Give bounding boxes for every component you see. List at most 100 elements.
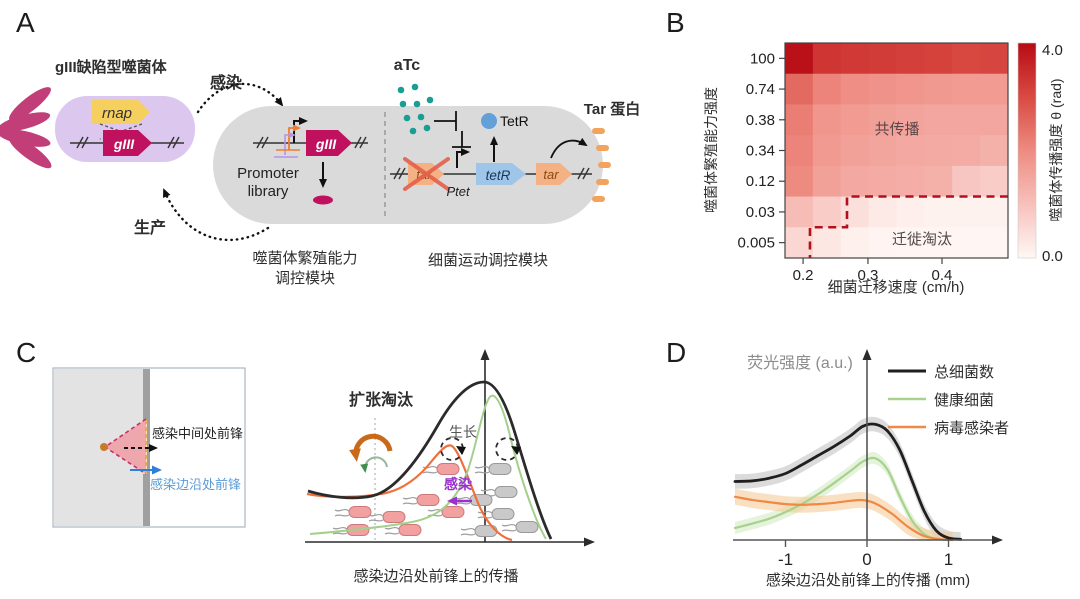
- line-chart-ticks: -1 0 1: [778, 540, 953, 569]
- heatmap-cell: [952, 196, 981, 228]
- flagellum: [368, 513, 384, 517]
- heatmap-cell: [980, 104, 1009, 136]
- heatmap-cell: [924, 227, 953, 259]
- heatmap-cell: [868, 43, 897, 75]
- colorbar: [1017, 42, 1037, 259]
- heatmap-cell: [840, 196, 870, 228]
- giii-gene-cell-shape: [306, 130, 352, 156]
- heatmap-cell: [812, 165, 842, 198]
- giii-gene-phage-label: gIII: [113, 136, 135, 152]
- infected-bacterium-icon: [402, 494, 440, 506]
- tetr-represses-ptet-icon: [452, 131, 471, 148]
- flagellum: [477, 510, 493, 514]
- colorbar-label: 噬菌体传播强度 θ (rad): [1048, 78, 1064, 221]
- heatmap-border: [784, 42, 1009, 259]
- heatmap-cell: [785, 135, 814, 167]
- heatmap-cell: [952, 135, 981, 167]
- heatmap-cell: [812, 43, 842, 75]
- heatmap-cell: [980, 135, 1009, 167]
- legend-label-infected: 病毒感染者: [934, 420, 1009, 437]
- flagellum: [427, 514, 443, 517]
- line-chart-ylabel: 荧光强度 (a.u.): [747, 354, 853, 372]
- heatmap-cell: [868, 227, 897, 259]
- region-label-eliminated: 迁徙淘汰: [892, 231, 952, 248]
- module2-caption: 细菌运动调控模块: [428, 252, 548, 269]
- wave-caption: 感染边沿处前锋上的传播: [353, 568, 518, 585]
- flagellum: [332, 532, 348, 535]
- panel-c: C 感染中间处前锋 感染边沿处前锋 扩张淘汰: [16, 337, 595, 585]
- flagellum: [384, 526, 400, 530]
- x-tick-label: 0: [862, 550, 871, 569]
- heatmap-cell: [980, 227, 1009, 259]
- ptet-label: Ptet: [446, 184, 471, 199]
- heatmap-cell: [785, 196, 814, 228]
- heatmap-cell: [896, 43, 925, 75]
- healthy-bacterium-icon: [474, 463, 512, 475]
- heatmap-cell: [924, 43, 953, 75]
- healthy-wave-curve: [309, 394, 547, 540]
- motility-module: aTc TetR tar: [390, 57, 640, 202]
- curve-2: [733, 495, 954, 542]
- heatmap-ylabel: 噬菌体繁殖能力强度: [703, 87, 719, 213]
- heatmap-cell: [980, 43, 1009, 75]
- infection-arrow: [196, 82, 284, 114]
- knockout-cross-icon: [403, 157, 450, 191]
- genome-break-marks: [76, 136, 180, 149]
- promoter-library-icon: [274, 117, 308, 158]
- heatmap-cell: [812, 104, 842, 136]
- growth-label: 生长: [449, 424, 477, 440]
- healthy-bacterium-icon: [460, 525, 498, 537]
- flagellum: [474, 471, 490, 474]
- legend: 总细菌数 健康细菌 病毒感染者: [888, 364, 1009, 437]
- total-wave-curve: [307, 380, 553, 540]
- infection-cone: [105, 419, 146, 474]
- colorbar-tick-min: 0.0: [1042, 248, 1063, 265]
- inoculation-spot: [100, 443, 108, 451]
- tar-protein-label: Tar 蛋白: [584, 100, 640, 118]
- heatmap-cell: [868, 73, 897, 105]
- phage-flagella: [0, 87, 52, 169]
- produce-label: 生产: [134, 218, 166, 237]
- infected-bacterium-icon: [422, 463, 460, 475]
- flagellum: [501, 523, 517, 527]
- flagellum: [455, 496, 471, 500]
- flagellum: [402, 502, 418, 505]
- flagellum: [422, 465, 438, 469]
- panel-b-letter: B: [666, 7, 685, 38]
- healthy-bacterium-icon: [501, 521, 539, 533]
- flagellum: [480, 488, 496, 492]
- promoter-library-label-2: library: [248, 183, 289, 200]
- bacterium-body: [416, 494, 440, 506]
- heatmap-cell: [812, 227, 842, 259]
- phage-icon: rnap gIII: [0, 87, 195, 169]
- bacterium-body: [515, 521, 539, 533]
- x-tick-label: 0.4: [932, 267, 953, 284]
- heatmap-cell: [785, 43, 814, 75]
- genome-break-marks: [256, 136, 367, 149]
- y-tick-label: 0.74: [746, 81, 775, 98]
- circulation-arrow-orange: [349, 433, 393, 462]
- x-tick-label: 0.3: [858, 267, 879, 284]
- flagellum: [402, 496, 418, 500]
- rnap-gene-shape: [92, 100, 150, 124]
- flagellum: [501, 529, 517, 532]
- y-tick-label: 0.34: [746, 143, 775, 160]
- infected-bacterium-icon: [427, 506, 465, 518]
- heatmap-cell: [785, 227, 814, 259]
- phage-body: [55, 96, 195, 162]
- reproduction-module: gIII Promoter library: [237, 117, 368, 205]
- tetr-gene-label: tetR: [486, 168, 511, 183]
- flagellum: [368, 519, 384, 522]
- module1-caption-2: 调控模块: [275, 270, 335, 287]
- legend-label-total: 总细菌数: [934, 364, 994, 381]
- atc-label: aTc: [394, 57, 420, 74]
- heatmap-cell: [812, 196, 842, 228]
- heatmap-cell: [840, 135, 870, 167]
- heatmap-cell: [785, 104, 814, 136]
- bacterium-body: [382, 511, 406, 523]
- heatmap-cell: [924, 135, 953, 167]
- band-0: [735, 416, 961, 541]
- heatmap-cell: [924, 196, 953, 228]
